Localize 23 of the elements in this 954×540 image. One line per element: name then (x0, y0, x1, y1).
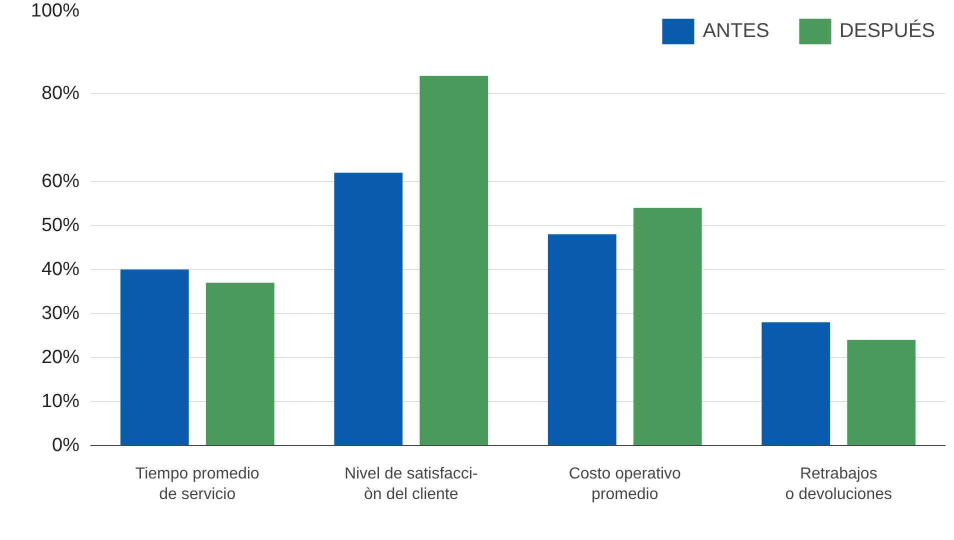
x-tick-label: Costo operativo promedio (568, 466, 682, 503)
bar (420, 76, 488, 446)
x-tick-label: Retrabajos o devoluciones (785, 466, 892, 503)
bar (762, 322, 830, 446)
x-tick-label: Tiempo promedio de servicio (135, 466, 260, 503)
y-tick-label: 80% (41, 83, 80, 104)
y-tick-label: 40% (41, 259, 80, 280)
bar (633, 208, 702, 446)
y-tick-label: 60% (41, 171, 80, 192)
y-tick-label: 0% (52, 435, 80, 456)
bar (120, 270, 189, 446)
x-tick-label: Nivel de satisfacci- òn del cliente (344, 466, 478, 503)
bar (206, 282, 274, 446)
y-tick-label: 100% (30, 0, 80, 22)
bar (334, 172, 403, 446)
y-tick-label: 30% (41, 303, 80, 324)
legend-label: DESPUÉS (839, 20, 935, 42)
y-tick-label: 50% (41, 215, 80, 236)
bar (847, 340, 916, 446)
y-tick-label: 20% (41, 347, 80, 368)
y-tick-label: 10% (41, 391, 80, 412)
legend-label: ANTES (702, 20, 770, 42)
bar (548, 234, 616, 446)
